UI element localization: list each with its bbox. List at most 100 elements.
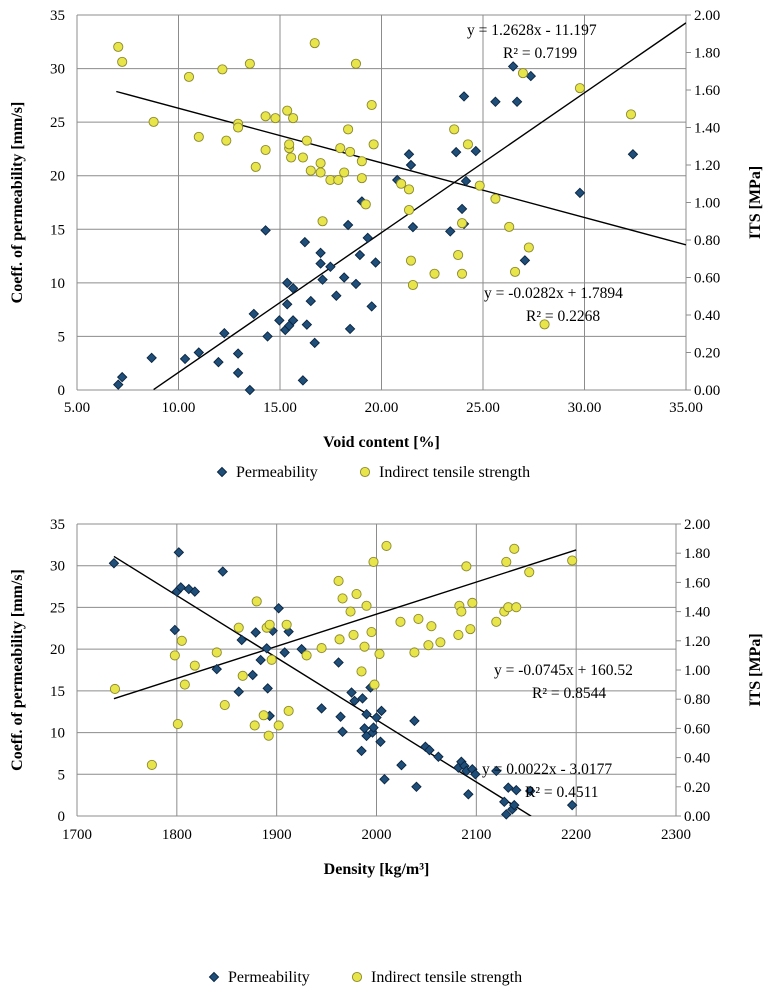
x-tick-label: 5.00 [64,400,90,416]
y-axis-title: Coeff. of permeability [mm/s] [9,102,26,304]
permeability-point [245,385,254,394]
its-point [302,136,311,145]
permeability-point [404,150,413,159]
its-point [427,622,436,631]
its-point [251,162,260,171]
y2-tick-label: 0.20 [694,346,720,362]
its-point [525,568,534,577]
its-point [306,166,315,175]
its-point [475,181,484,190]
its-point [245,59,254,68]
legend-label: Indirect tensile strength [379,464,530,481]
permeability-point [397,761,406,770]
permeability-point [504,783,513,792]
its-point [510,267,519,276]
x-tick-label: 30.00 [568,400,602,416]
legend-label: Permeability [228,969,310,986]
x-tick-label: 2000 [362,827,392,843]
plot-area [116,23,686,390]
permeability-point [263,684,272,693]
its-point [369,140,378,149]
permeability-point [214,358,223,367]
y2-axis-title: ITS [MPa] [747,633,763,706]
x-tick-label: 15.00 [263,400,297,416]
its-point [288,114,297,123]
its-point [317,644,326,653]
its-point [404,185,413,194]
its-point [302,651,311,660]
legend-marker-its [360,467,369,476]
permeability-point [298,376,307,385]
permeability-point [336,712,345,721]
its-point [502,557,511,566]
its-point [287,153,296,162]
y-tick-label: 20 [50,642,65,658]
x-tick-label: 35.00 [669,400,703,416]
its-point [367,100,376,109]
permeability-point [234,687,243,696]
trendline-r2: R² = 0.8544 [532,685,606,702]
y2-axis-title: ITS [MPa] [747,166,763,239]
y-tick-label: 35 [50,517,65,533]
its-point [284,706,293,715]
permeability-point [355,250,364,259]
legend-label: Permeability [236,464,318,481]
permeability-point [367,302,376,311]
permeability-point [380,775,389,784]
its-point [351,59,360,68]
its-point [335,635,344,644]
permeability-point [275,316,284,325]
permeability-point [575,188,584,197]
its-point [457,219,466,228]
y2-tick-label: 1.60 [694,83,720,99]
permeability-point [310,338,319,347]
its-point [512,603,521,612]
permeability-point [262,644,271,653]
its-point [180,680,189,689]
its-point [510,544,519,553]
y2-tick-label: 1.60 [684,575,710,591]
permeability-point [446,227,455,236]
permeability-point [306,296,315,305]
permeability-point [233,349,242,358]
permeability-point [412,782,421,791]
its-point [430,269,439,278]
its-point [463,140,472,149]
its-point [436,638,445,647]
its-point [362,601,371,610]
y2-tick-label: 0.60 [694,271,720,287]
permeability-point [408,223,417,232]
its-point [345,147,354,156]
its-point [524,243,533,252]
its-point [404,205,413,214]
its-point [212,648,221,657]
its-point [424,641,433,650]
permeability-point [316,248,325,257]
permeability-point [109,559,118,568]
legend-marker-its [352,972,361,981]
permeability-point [512,786,521,795]
y2-tick-label: 1.80 [694,46,720,62]
y2-tick-label: 1.00 [684,663,710,679]
its-point [110,684,119,693]
permeability-point [345,324,354,333]
its-point [357,174,366,183]
y-axis-title: Coeff. of permeability [mm/s] [9,569,26,771]
permeability-point [248,670,257,679]
y-tick-label: 20 [50,169,65,185]
its-point [264,731,273,740]
y2-tick-label: 2.00 [694,8,720,24]
its-point [173,719,182,728]
its-point [338,594,347,603]
its-point [285,140,294,149]
its-point [310,39,319,48]
permeability-point [520,256,529,265]
permeability-point [568,801,577,810]
its-point [505,222,514,231]
its-point [492,617,501,626]
permeability-point [347,688,356,697]
its-point [147,760,156,769]
its-point [382,541,391,550]
its-point [261,112,270,121]
its-point [396,617,405,626]
